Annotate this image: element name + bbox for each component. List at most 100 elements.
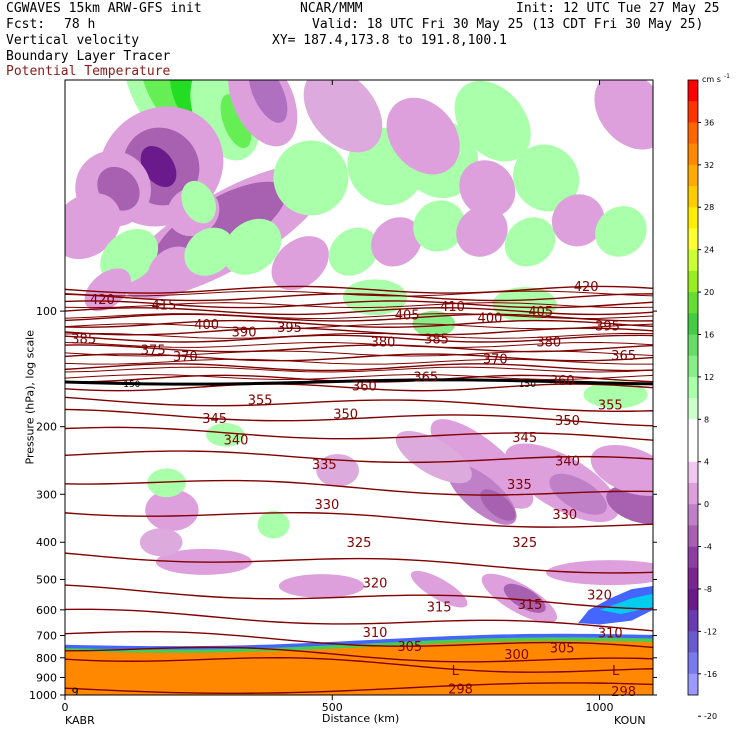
theta-contour-405 [65,307,653,316]
theta-contour-stratosphere [65,302,653,309]
theta-label: 420 [90,293,115,308]
theta-label: 330 [552,508,577,523]
theta-label: 400 [194,318,219,333]
org-label: NCAR/MMM [300,1,363,16]
theta-contour-420 [65,285,653,294]
vertical-velocity-cell [504,217,556,267]
theta-contour-stratosphere [65,313,653,319]
vertical-velocity-cell [248,80,288,123]
theta-contour-stratosphere [65,366,653,373]
theta-contour-315 [65,608,653,632]
vertical-velocity-cell [386,97,460,175]
theta-label: 305 [550,641,575,656]
theta-label: 320 [587,589,612,604]
vertical-velocity-cell [147,468,186,498]
vertical-velocity-cell [456,206,508,257]
theta-contour-stratosphere [65,290,653,297]
theta-contour-385 [65,334,653,343]
theta-contour-345 [65,426,653,441]
theta-contour-stratosphere [65,374,653,381]
theta-label: 345 [202,412,227,427]
theta-label: 330 [315,498,340,513]
y-tick-label: 1000 [29,689,57,702]
vertical-velocity-cell [430,419,534,509]
theta-label: 345 [512,431,537,446]
theta-label: 315 [518,598,543,613]
theta-contour-335 [65,479,653,496]
theta-contour-355 [65,396,653,412]
theta-contour-stratosphere [65,341,653,348]
vertical-velocity-cell [459,160,516,218]
theta-label: 355 [248,394,273,409]
field-vertical-velocity: Vertical velocity [6,33,140,48]
theta-label: 325 [347,536,372,551]
vertical-velocity-cell [140,145,177,188]
field-boundary-layer-tracer: Boundary Layer Tracer [6,49,171,64]
theta-label: 315 [427,600,452,615]
tracer-label: 150 [519,380,536,390]
theta-contour-310 [65,630,653,649]
y-tick-label: 600 [36,604,57,617]
theta-label: 390 [232,325,257,340]
theta-contour-298 [65,682,653,695]
theta-label: 410 [440,300,465,315]
tracer-contour-150 [65,378,653,386]
theta-contour-415 [65,293,653,302]
x-start-station: KABR [65,714,95,727]
x-tick-label: 0 [62,701,69,714]
tracer-label: 150 [123,380,140,390]
theta-label: 335 [507,478,532,493]
theta-label: 370 [173,350,198,365]
theta-label: 355 [598,398,623,413]
theta-label: 310 [598,627,623,642]
valid-time: Valid: 18 UTC Fri 30 May 25 (13 CDT Fri … [312,17,704,32]
boundary-layer-tracer-fill [65,640,653,695]
y-tick-label: 700 [36,630,57,643]
theta-label: 400 [478,312,503,327]
theta-label: 365 [611,349,636,364]
theta-contour-375 [65,353,653,362]
theta-label: 395 [595,319,620,334]
vertical-velocity-cell [371,217,422,267]
theta-label: 360 [550,374,575,389]
theta-label: 310 [363,626,388,641]
theta-label: 415 [151,298,176,313]
vertical-velocity-cell [594,80,653,150]
theta-label: 380 [371,336,396,351]
vertical-velocity-cell [328,227,379,276]
theta-contour-370 [65,363,653,372]
theta-label: 380 [536,336,561,351]
x-tick-label: 500 [322,701,343,714]
forecast-hour: 78 h [64,17,96,32]
vertical-velocity-cell [410,570,468,608]
vertical-velocity-cell [273,140,349,216]
y-tick-label: 400 [36,536,57,549]
vertical-velocity-cell [454,80,531,162]
theta-contour-340 [65,450,653,464]
init-time: Init: 12 UTC Tue 27 May 25 [516,1,720,16]
vertical-velocity-cell [595,206,647,257]
vertical-velocity-cell [303,80,383,153]
y-axis-title: Pressure (hPa), log scale [23,329,37,465]
y-tick-label: 500 [36,573,57,586]
vertical-velocity-cell [395,430,472,484]
model-title: CGWAVES 15km ARW-GFS init [6,1,202,16]
field-potential-temperature: Potential Temperature [6,64,171,79]
theta-label: 298 [611,685,636,700]
theta-label: 365 [413,370,438,385]
vertical-velocity-cell [65,192,121,260]
y-tick-label: 200 [36,421,57,434]
theta-label: 305 [397,640,422,655]
theta-contour-350 [65,408,653,427]
vertical-velocity-cell [271,236,329,291]
theta-label: 360 [352,379,377,394]
theta-label: 420 [574,280,599,295]
theta-label: 405 [528,305,553,320]
theta-label: 300 [504,648,529,663]
vertical-velocity-cell [316,454,360,487]
theta-label: 405 [395,308,420,323]
theta-contour-325 [65,552,653,574]
theta-contour-stratosphere [65,332,653,339]
theta-label: 395 [277,321,302,336]
